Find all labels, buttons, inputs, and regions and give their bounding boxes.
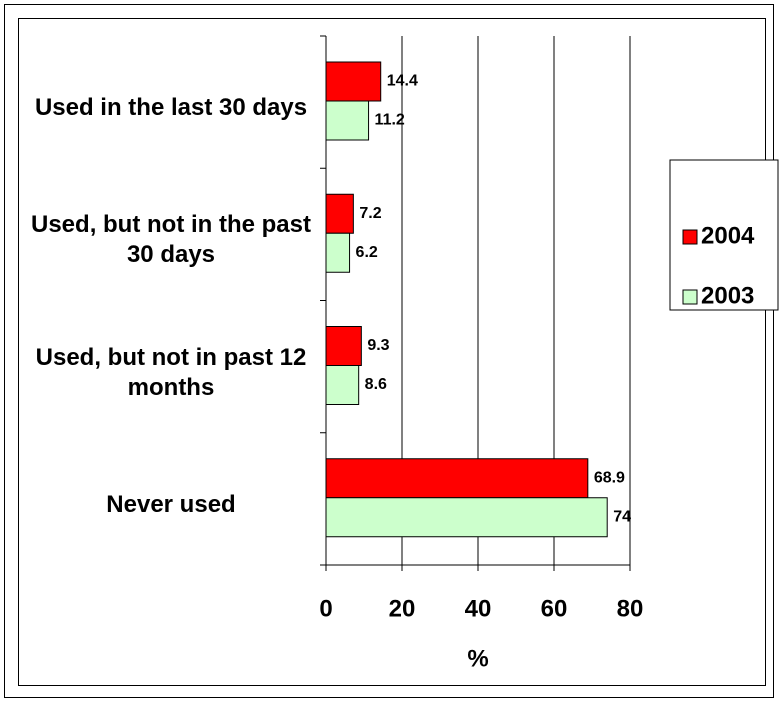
value-label: 68.9	[594, 469, 625, 486]
legend-label: 2003	[701, 282, 754, 309]
x-axis-label: %	[467, 645, 488, 672]
x-tick-label: 0	[319, 595, 332, 622]
value-label: 74	[613, 508, 631, 525]
x-tick-label: 80	[617, 595, 644, 622]
bar	[325, 232, 351, 273]
category-label: Used, but not in past 12 months	[35, 343, 307, 401]
x-tick-label: 20	[389, 595, 416, 622]
bar	[325, 365, 360, 405]
x-tick-label: 60	[541, 595, 568, 622]
value-label: 9.3	[367, 337, 389, 354]
category-label: Never used	[106, 490, 236, 518]
bar	[325, 100, 370, 141]
value-label: 6.2	[356, 244, 378, 261]
legend-label: 2004	[701, 222, 755, 249]
value-label: 8.6	[365, 376, 387, 393]
legend-swatch	[682, 229, 698, 245]
bar	[325, 193, 354, 234]
category-label: Used, but not in the past 30 days	[31, 211, 311, 269]
bar	[325, 61, 382, 102]
category-label: Used in the last 30 days	[34, 94, 308, 122]
bar	[325, 497, 608, 538]
outer-frame	[4, 4, 774, 698]
bar	[325, 458, 589, 499]
bar	[325, 326, 362, 366]
value-label: 14.4	[387, 73, 418, 90]
x-tick-label: 40	[465, 595, 492, 622]
value-label: 7.2	[359, 205, 381, 222]
chart-frame	[18, 18, 766, 686]
legend-swatch	[682, 289, 698, 305]
value-label: 11.2	[375, 112, 405, 129]
